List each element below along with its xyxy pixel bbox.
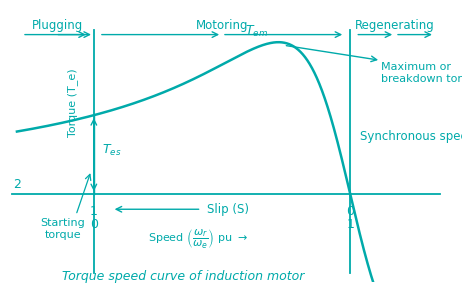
Text: 2: 2 [13,178,21,191]
Text: Motoring: Motoring [196,18,248,31]
Text: Maximum or
breakdown torque: Maximum or breakdown torque [381,62,462,83]
Text: Plugging: Plugging [32,18,84,31]
Text: Starting
torque: Starting torque [41,218,85,240]
Text: $T_{es}$: $T_{es}$ [102,143,121,158]
Text: Regenerating: Regenerating [355,18,435,31]
Text: Slip (S): Slip (S) [207,203,249,216]
Text: Speed $\left(\dfrac{\omega_r}{\omega_e}\right)$ pu $\rightarrow$: Speed $\left(\dfrac{\omega_r}{\omega_e}\… [148,228,248,251]
Text: 1: 1 [90,205,98,218]
Text: 0: 0 [346,205,354,218]
Text: $T_{em}$: $T_{em}$ [245,24,268,39]
Text: 1: 1 [346,218,354,231]
Text: 0: 0 [90,218,98,231]
Text: Synchronous speed: Synchronous speed [360,130,462,143]
Text: Torque speed curve of induction motor: Torque speed curve of induction motor [62,270,305,283]
Text: Torque (T_e): Torque (T_e) [67,69,79,137]
